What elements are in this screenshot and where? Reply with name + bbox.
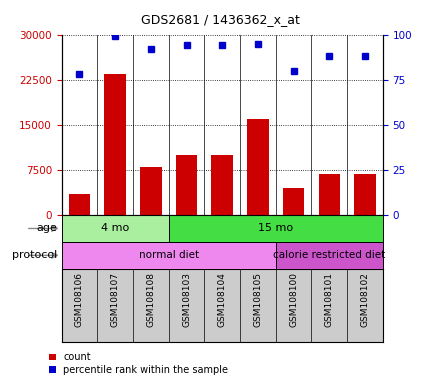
Text: GSM108100: GSM108100 (289, 273, 298, 328)
Text: GSM108103: GSM108103 (182, 273, 191, 328)
Bar (62, 215, 169, 242)
Bar (140, 167, 161, 215)
Text: GSM108105: GSM108105 (253, 273, 262, 328)
Bar (104, 74, 126, 215)
Bar (176, 155, 197, 215)
Text: GSM108104: GSM108104 (218, 273, 227, 327)
Bar (247, 119, 268, 215)
Bar (283, 188, 304, 215)
Text: age: age (37, 223, 57, 233)
Bar (354, 174, 376, 215)
Bar (69, 194, 90, 215)
Text: normal diet: normal diet (139, 250, 199, 260)
Text: protocol: protocol (12, 250, 57, 260)
Text: GSM108107: GSM108107 (110, 273, 120, 328)
Bar (212, 155, 233, 215)
Text: GSM108101: GSM108101 (325, 273, 334, 328)
Bar (169, 215, 383, 242)
Text: GSM108102: GSM108102 (360, 273, 370, 327)
Bar (62, 242, 276, 269)
Text: 4 mo: 4 mo (101, 223, 129, 233)
Text: 15 mo: 15 mo (258, 223, 293, 233)
Text: GSM108106: GSM108106 (75, 273, 84, 328)
Legend: count, percentile rank within the sample: count, percentile rank within the sample (49, 353, 228, 375)
Text: calorie restricted diet: calorie restricted diet (273, 250, 385, 260)
Text: GSM108108: GSM108108 (147, 273, 155, 328)
Bar (276, 242, 383, 269)
Bar (319, 174, 340, 215)
Text: GDS2681 / 1436362_x_at: GDS2681 / 1436362_x_at (140, 13, 300, 26)
